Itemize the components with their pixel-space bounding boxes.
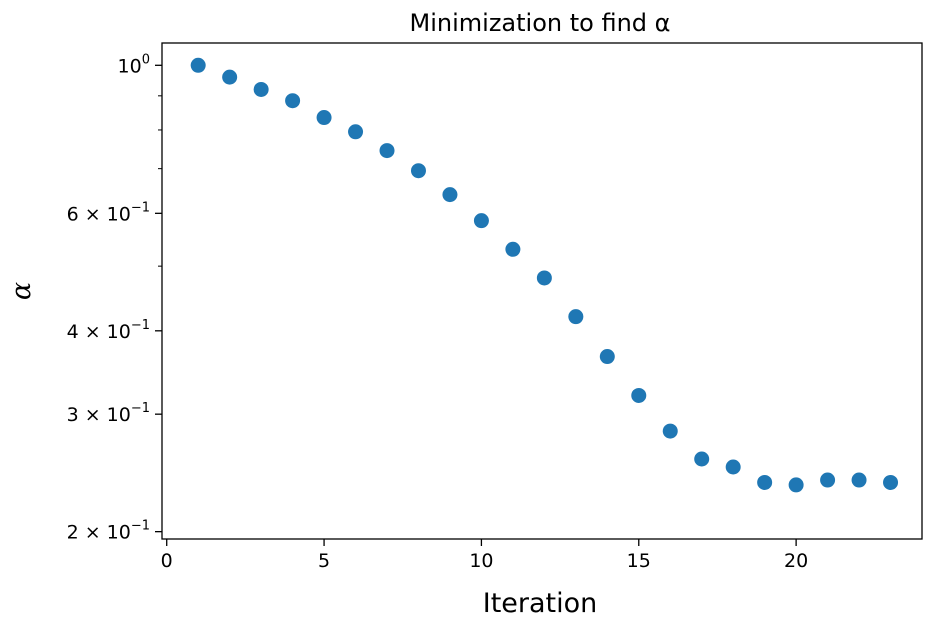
data-point (253, 81, 269, 97)
x-axis-label: Iteration (483, 588, 598, 619)
data-point (316, 110, 332, 126)
data-point (285, 93, 301, 109)
y-axis-ticks: 100 6 × 10−1 4 × 10−1 3 × 10−1 2 × 10−1 (67, 52, 162, 544)
data-point (348, 124, 364, 140)
data-point (222, 69, 238, 85)
data-point (536, 270, 552, 286)
data-point (568, 309, 584, 325)
data-points (190, 57, 899, 493)
data-point (473, 213, 489, 229)
data-point (883, 474, 899, 490)
y-tick-label: 3 × 10−1 (67, 401, 150, 426)
data-point (725, 459, 741, 475)
data-point (694, 451, 710, 467)
y-tick-label: 6 × 10−1 (67, 200, 150, 225)
x-axis-ticks: 0 5 10 15 20 (161, 539, 808, 572)
data-point (379, 143, 395, 159)
y-tick-label: 2 × 10−1 (67, 519, 150, 544)
data-point (631, 387, 647, 403)
data-point (190, 57, 206, 73)
x-tick-label: 20 (784, 550, 808, 572)
x-tick-label: 5 (318, 550, 330, 572)
data-point (442, 187, 458, 203)
y-axis-label: α (6, 282, 37, 300)
data-point (757, 474, 773, 490)
data-point (662, 423, 678, 439)
x-tick-label: 10 (469, 550, 493, 572)
data-point (851, 472, 867, 488)
data-point (788, 477, 804, 493)
data-point (599, 349, 615, 365)
y-tick-label: 4 × 10−1 (67, 318, 150, 343)
data-point (505, 241, 521, 257)
y-tick-label: 100 (118, 52, 150, 77)
data-point (410, 163, 426, 179)
x-tick-label: 0 (161, 550, 173, 572)
chart-title: Minimization to find α (410, 9, 671, 37)
data-point (820, 472, 836, 488)
x-tick-label: 15 (627, 550, 651, 572)
plot-area-frame (161, 42, 923, 540)
